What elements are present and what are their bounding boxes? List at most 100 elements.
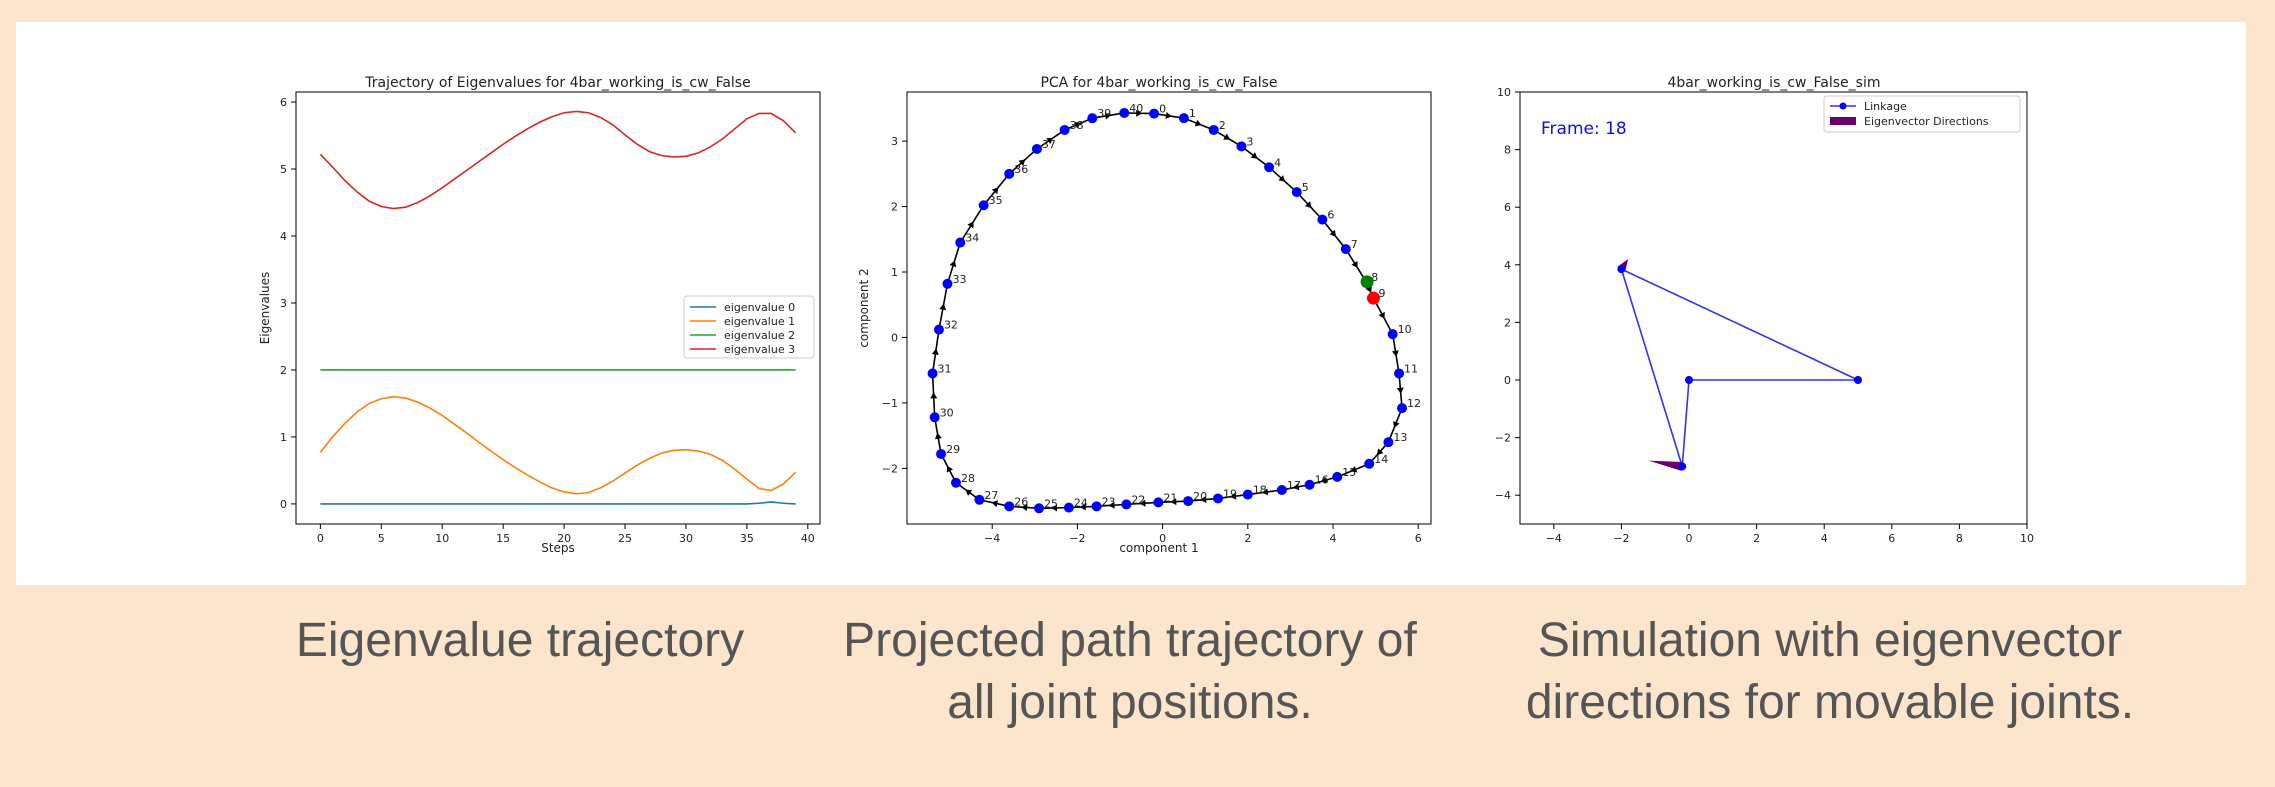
legend-entry: eigenvalue 3 xyxy=(724,343,795,356)
eigenvector-arrow xyxy=(1648,460,1683,471)
x-tick-label: −4 xyxy=(984,532,1000,545)
trajectory-point xyxy=(1153,497,1164,508)
direction-arrow xyxy=(1320,476,1328,484)
direction-arrow xyxy=(1050,504,1058,512)
trajectory-point xyxy=(1291,187,1302,198)
x-tick-label: 4 xyxy=(1330,532,1337,545)
y-tick-label: 1 xyxy=(891,266,898,279)
legend: Linkage Eigenvector Directions xyxy=(1823,95,2021,133)
point-label: 23 xyxy=(1102,495,1116,508)
direction-arrow xyxy=(1391,350,1399,357)
trajectory-point xyxy=(974,494,985,505)
direction-arrow xyxy=(1365,285,1372,293)
direction-arrow xyxy=(1194,119,1202,127)
direction-arrow xyxy=(1396,387,1404,394)
direction-arrow xyxy=(934,432,942,440)
trajectory-point xyxy=(929,412,940,423)
linkage-joint xyxy=(1678,462,1687,471)
y-tick-label: 6 xyxy=(1504,201,1511,214)
chart-title: 4bar_working_is_cw_False_sim xyxy=(1668,75,1881,91)
legend-linkage-marker xyxy=(1839,102,1847,110)
x-tick-label: 0 xyxy=(317,532,324,545)
x-tick-label: 20 xyxy=(557,532,571,545)
x-tick-label: 5 xyxy=(378,532,385,545)
direction-arrow xyxy=(1292,483,1300,491)
direction-arrow xyxy=(1378,311,1385,319)
point-label: 2 xyxy=(1219,119,1226,132)
point-label: 25 xyxy=(1044,497,1058,510)
trajectory-point xyxy=(1063,502,1074,513)
trajectory-point xyxy=(1364,458,1375,469)
y-tick-label: 2 xyxy=(891,201,898,214)
point-label: 38 xyxy=(1070,119,1084,132)
y-tick-label: −4 xyxy=(1495,489,1511,502)
trajectory-point xyxy=(1031,143,1042,154)
y-tick-label: 3 xyxy=(891,135,898,148)
plot-frame xyxy=(295,91,821,525)
point-label: 16 xyxy=(1315,474,1329,487)
caption-line: Eigenvalue trajectory xyxy=(295,614,745,667)
direction-arrow xyxy=(1200,496,1207,504)
trajectory-point xyxy=(1397,403,1408,414)
direction-arrow xyxy=(1104,112,1112,120)
x-tick-label: 0 xyxy=(1686,532,1693,545)
x-tick-label: 8 xyxy=(1956,532,1963,545)
y-tick-label: 2 xyxy=(280,364,287,377)
direction-arrow xyxy=(931,348,939,356)
point-label: 21 xyxy=(1163,491,1177,504)
caption-simulation: Simulation with eigenvector directions f… xyxy=(1470,610,2190,734)
trajectory-point xyxy=(1087,113,1098,124)
legend-entry-linkage: Linkage xyxy=(1864,100,1907,113)
direction-arrow xyxy=(967,221,974,229)
chart-title: Trajectory of Eigenvalues for 4bar_worki… xyxy=(364,75,750,91)
trajectory-point xyxy=(950,477,961,488)
x-tick-label: −2 xyxy=(1613,532,1629,545)
linkage-joint xyxy=(1854,376,1862,384)
legend-eigenvector-swatch xyxy=(1830,117,1856,125)
linkage-joint xyxy=(1617,265,1626,274)
frame-counter: Frame: 18 xyxy=(1541,119,1627,139)
point-label: 20 xyxy=(1193,490,1207,503)
x-tick-label: 2 xyxy=(1244,532,1251,545)
y-tick-label: −2 xyxy=(882,462,898,475)
point-label: 32 xyxy=(944,319,958,332)
point-label: 40 xyxy=(1129,102,1143,115)
eigenvector-arrow xyxy=(1617,259,1629,272)
direction-arrow xyxy=(991,500,999,508)
point-label: 9 xyxy=(1378,287,1385,300)
point-label: 15 xyxy=(1342,466,1356,479)
series-line-eigenvalue-0 xyxy=(320,501,796,505)
point-label: 1 xyxy=(1189,107,1196,120)
trajectory-point xyxy=(1264,162,1275,173)
linkage-bar xyxy=(1620,268,1684,467)
y-tick-label: 0 xyxy=(280,498,287,511)
point-label: 30 xyxy=(940,406,954,419)
point-label: 37 xyxy=(1042,138,1056,151)
direction-arrow xyxy=(1250,152,1258,159)
direction-arrow xyxy=(1136,109,1143,117)
direction-arrow xyxy=(1393,421,1400,428)
point-label: 33 xyxy=(952,273,966,286)
point-label: 7 xyxy=(1351,238,1358,251)
trajectory-point xyxy=(1208,124,1219,135)
y-tick-label: 8 xyxy=(1504,144,1511,157)
y-tick-label: 3 xyxy=(280,297,287,310)
direction-arrow xyxy=(1170,498,1177,506)
y-tick-label: 1 xyxy=(280,431,287,444)
trajectory-point xyxy=(1178,113,1189,124)
trajectory-point xyxy=(1387,329,1398,340)
y-axis-label: component 2 xyxy=(857,268,871,347)
point-label: 17 xyxy=(1287,479,1301,492)
point-label: 29 xyxy=(946,443,960,456)
trajectory-point xyxy=(1383,437,1394,448)
trajectory-point xyxy=(1119,107,1130,118)
y-tick-label: 0 xyxy=(1504,374,1511,387)
direction-arrow xyxy=(939,303,947,311)
x-tick-label: 25 xyxy=(618,532,632,545)
linkage-bar xyxy=(1621,268,1859,381)
x-tick-label: −2 xyxy=(1069,532,1085,545)
trajectory-point xyxy=(955,237,966,248)
direction-arrow xyxy=(1079,503,1086,511)
chart-title: PCA for 4bar_working_is_cw_False xyxy=(1040,75,1277,91)
